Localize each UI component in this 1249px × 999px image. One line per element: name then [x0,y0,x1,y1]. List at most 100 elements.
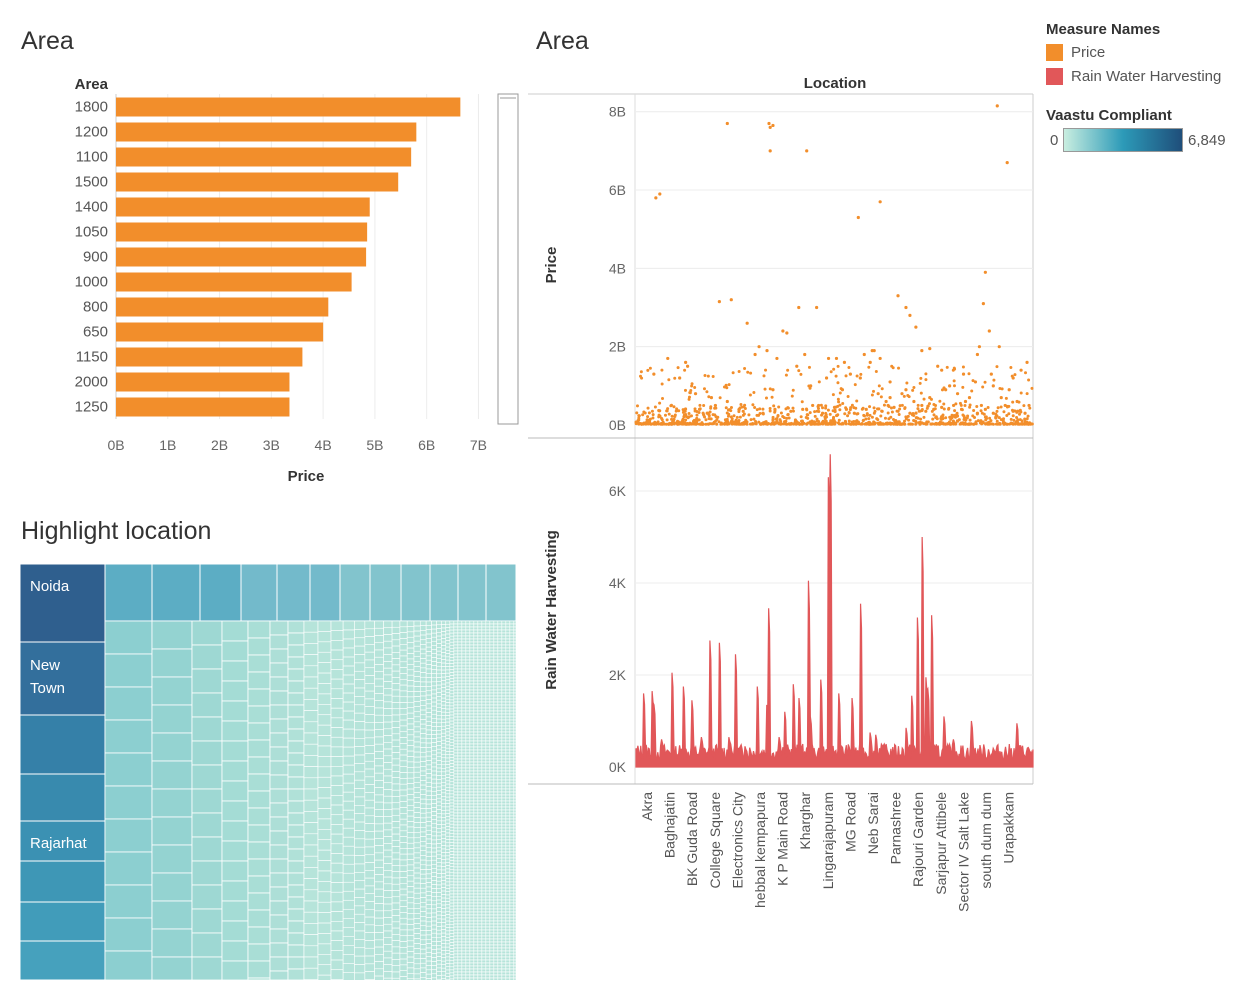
treemap-cell[interactable] [287,956,305,970]
treemap-cell[interactable] [477,740,483,745]
treemap-cell[interactable] [431,900,437,906]
treemap-cell[interactable] [477,692,483,697]
treemap-cell[interactable] [449,735,455,740]
treemap-cell[interactable] [505,827,511,832]
treemap-cell[interactable] [477,923,483,928]
treemap-cell[interactable] [20,901,106,942]
treemap-cell[interactable] [374,758,384,767]
treemap-cell[interactable] [20,714,106,775]
treemap-cell[interactable] [489,728,495,733]
treemap-cell[interactable] [505,962,511,967]
treemap-cell[interactable] [477,818,483,823]
treemap-cell[interactable] [505,656,511,661]
treemap-cell[interactable] [453,857,459,862]
treemap-cell[interactable] [436,711,442,716]
treemap-cell[interactable] [469,662,475,667]
treemap-cell[interactable] [457,710,463,715]
treemap-cell[interactable] [449,666,455,670]
treemap-cell[interactable] [287,668,305,682]
treemap-cell[interactable] [425,895,432,901]
treemap-cell[interactable] [473,779,479,784]
treemap-cell[interactable] [374,874,384,883]
scatter-point[interactable] [844,420,848,424]
treemap-cell[interactable] [469,818,475,823]
treemap-cell[interactable] [485,713,491,718]
treemap-cell[interactable] [374,925,384,933]
treemap-cell[interactable] [513,746,516,751]
treemap-cell[interactable] [453,692,459,697]
scatter-point[interactable] [982,412,986,416]
treemap-cell[interactable] [485,941,491,946]
scatter-point[interactable] [852,406,856,410]
treemap-cell[interactable] [493,926,499,931]
treemap-cell[interactable] [489,740,495,745]
treemap-cell[interactable] [465,830,471,835]
scatter-point[interactable] [933,422,937,426]
treemap-cell[interactable] [406,696,415,703]
treemap-cell[interactable] [364,846,375,856]
treemap-cell[interactable] [330,814,344,825]
treemap-cell[interactable] [461,680,467,685]
treemap-cell[interactable] [449,975,455,980]
treemap-cell[interactable] [317,735,332,747]
scatter-point[interactable] [669,422,673,426]
treemap-cell[interactable] [374,627,384,636]
treemap-cell[interactable] [465,758,471,763]
treemap-cell[interactable] [513,908,516,913]
treemap-cell[interactable] [449,772,455,776]
treemap-cell[interactable] [269,718,289,734]
treemap-cell[interactable] [104,719,153,754]
treemap-cell[interactable] [509,854,515,859]
treemap-cell[interactable] [104,851,153,886]
treemap-cell[interactable] [481,743,487,748]
treemap-cell[interactable] [399,778,408,785]
treemap-cell[interactable] [406,772,415,779]
treemap-cell[interactable] [493,665,499,670]
treemap-cell[interactable] [481,902,487,907]
treemap-cell[interactable] [505,911,511,916]
treemap-cell[interactable] [399,906,408,913]
treemap-cell[interactable] [485,692,491,697]
treemap-cell[interactable] [436,782,442,788]
treemap-cell[interactable] [441,687,447,692]
treemap-cell[interactable] [465,722,471,727]
treemap-cell[interactable] [513,803,516,808]
treemap-cell[interactable] [489,713,495,718]
treemap-cell[interactable] [513,785,516,790]
treemap-cell[interactable] [513,788,516,793]
treemap-cell[interactable] [473,659,479,664]
treemap-cell[interactable] [469,878,475,883]
treemap-cell[interactable] [509,638,515,643]
scatter-point[interactable] [762,374,766,378]
treemap-cell[interactable] [501,845,507,850]
treemap-cell[interactable] [425,795,432,801]
treemap-cell[interactable] [497,632,503,637]
treemap-cell[interactable] [493,809,499,814]
treemap-cell[interactable] [449,924,455,928]
scatter-point[interactable] [837,418,841,422]
scatter-point[interactable] [672,405,676,409]
treemap-cell[interactable] [374,642,384,651]
treemap-cell[interactable] [354,763,366,773]
treemap-cell[interactable] [505,704,511,709]
treemap-cell[interactable] [469,656,475,661]
treemap-cell[interactable] [493,830,499,835]
treemap-cell[interactable] [436,707,442,712]
treemap-cell[interactable] [419,864,427,870]
treemap-cell[interactable] [501,677,507,682]
scatter-point[interactable] [853,383,857,387]
treemap-cell[interactable] [477,641,483,646]
treemap-cell[interactable] [441,831,447,836]
treemap-cell[interactable] [364,698,375,708]
treemap-cell[interactable] [485,974,491,979]
treemap-cell[interactable] [481,887,487,892]
treemap-cell[interactable] [413,802,421,808]
treemap-cell[interactable] [317,756,332,768]
treemap-cell[interactable] [481,668,487,673]
treemap-cell[interactable] [477,686,483,691]
treemap-cell[interactable] [493,941,499,946]
treemap-cell[interactable] [104,653,153,688]
treemap-cell[interactable] [354,679,366,689]
treemap-cell[interactable] [505,908,511,913]
treemap-cell[interactable] [383,721,393,730]
